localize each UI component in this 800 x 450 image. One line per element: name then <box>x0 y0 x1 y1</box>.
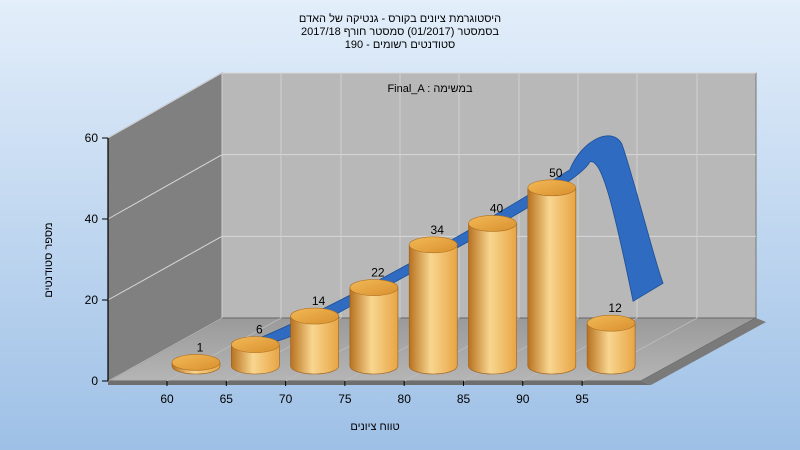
bar-cap <box>231 336 280 353</box>
bar-cap <box>468 215 517 232</box>
grid-line-floor <box>107 317 223 382</box>
x-tick-label: 90 <box>516 392 530 406</box>
bar-body <box>408 244 458 375</box>
y-tick-label: 20 <box>85 293 99 307</box>
x-axis-label: טווח ציונים <box>350 421 399 433</box>
y-tick-label: 60 <box>85 131 99 145</box>
data-label: 14 <box>312 294 326 308</box>
data-label: 1 <box>197 340 204 354</box>
data-label: 12 <box>608 301 622 315</box>
y-tick-label: 40 <box>85 212 99 226</box>
bar-cap <box>349 279 399 296</box>
grid-line-side <box>107 154 223 220</box>
bar <box>586 314 636 375</box>
chart-title-line-1: היסטוגרמת ציונים בקורס - גנטיקה של האדם <box>299 12 501 25</box>
x-tick-label: 65 <box>220 392 234 406</box>
floor-edge-right <box>641 318 766 385</box>
data-label: 34 <box>431 223 445 237</box>
x-tick-label: 70 <box>279 392 293 406</box>
bar-cap <box>527 179 577 197</box>
bar <box>349 279 399 375</box>
grid-line-side <box>107 72 223 139</box>
bar-body <box>231 344 280 375</box>
bar-cap <box>171 354 221 371</box>
data-label: 40 <box>490 201 504 215</box>
bar <box>231 336 280 375</box>
bar-body <box>586 322 636 375</box>
bars <box>171 179 636 375</box>
x-tick-label: 85 <box>457 392 471 406</box>
x-tick-label: 75 <box>338 392 352 406</box>
bar-body <box>527 187 577 375</box>
x-tick-label: 95 <box>575 392 589 406</box>
y-tick-label: 0 <box>91 374 98 388</box>
x-tick-label: 80 <box>398 392 412 406</box>
data-label: 6 <box>256 323 263 337</box>
chart-subtitle: Final_A : במשימה <box>387 83 473 95</box>
bar-body <box>468 223 517 375</box>
data-label: 50 <box>549 166 563 180</box>
axes: 0 20 40 60 60 65 70 75 80 85 90 95 <box>85 131 589 406</box>
bar-body <box>349 287 399 375</box>
floor-edge-front <box>108 381 651 385</box>
x-tick-label: 60 <box>160 392 174 406</box>
bar <box>171 354 221 375</box>
bar <box>468 215 517 375</box>
grid-line-side <box>107 235 223 301</box>
bar <box>408 236 458 375</box>
bar-cap <box>290 307 339 325</box>
bar-cap <box>408 236 458 254</box>
y-axis-label: מספר סטודנטים <box>43 222 55 297</box>
bar <box>527 179 577 375</box>
chart-title-line-3: 190 - סטודנטים רשומים <box>345 39 456 51</box>
bar-body <box>290 315 339 375</box>
bar-cap <box>586 314 636 332</box>
bar <box>290 307 339 375</box>
data-labels: 1 6 14 22 34 40 50 12 <box>197 166 622 355</box>
chart-title-line-2: בסמסטר (01/2017) סמסטר חורף 2017/18 <box>301 26 499 38</box>
data-label: 22 <box>371 266 385 280</box>
